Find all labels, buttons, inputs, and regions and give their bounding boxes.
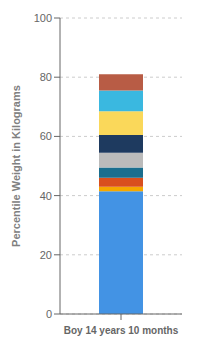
svg-text:Boy 14 years 10 months: Boy 14 years 10 months <box>64 325 179 336</box>
svg-text:20: 20 <box>40 249 52 261</box>
svg-text:80: 80 <box>40 71 52 83</box>
svg-text:60: 60 <box>40 130 52 142</box>
svg-text:0: 0 <box>46 308 52 320</box>
svg-text:Percentile Weight in Kilograms: Percentile Weight in Kilograms <box>10 85 22 247</box>
svg-text:40: 40 <box>40 190 52 202</box>
svg-text:100: 100 <box>34 12 52 24</box>
